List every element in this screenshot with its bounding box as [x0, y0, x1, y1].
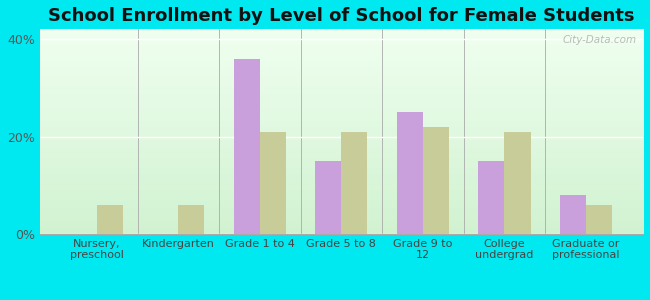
- Title: School Enrollment by Level of School for Female Students: School Enrollment by Level of School for…: [48, 7, 634, 25]
- Bar: [97, 205, 123, 234]
- Bar: [178, 205, 204, 234]
- Bar: [504, 132, 530, 234]
- Bar: [234, 58, 260, 234]
- Bar: [260, 132, 286, 234]
- Bar: [315, 161, 341, 234]
- Bar: [396, 112, 423, 234]
- Bar: [341, 132, 367, 234]
- Bar: [423, 127, 449, 234]
- Bar: [586, 205, 612, 234]
- Text: City-Data.com: City-Data.com: [563, 35, 637, 45]
- Bar: [560, 195, 586, 234]
- Bar: [478, 161, 504, 234]
